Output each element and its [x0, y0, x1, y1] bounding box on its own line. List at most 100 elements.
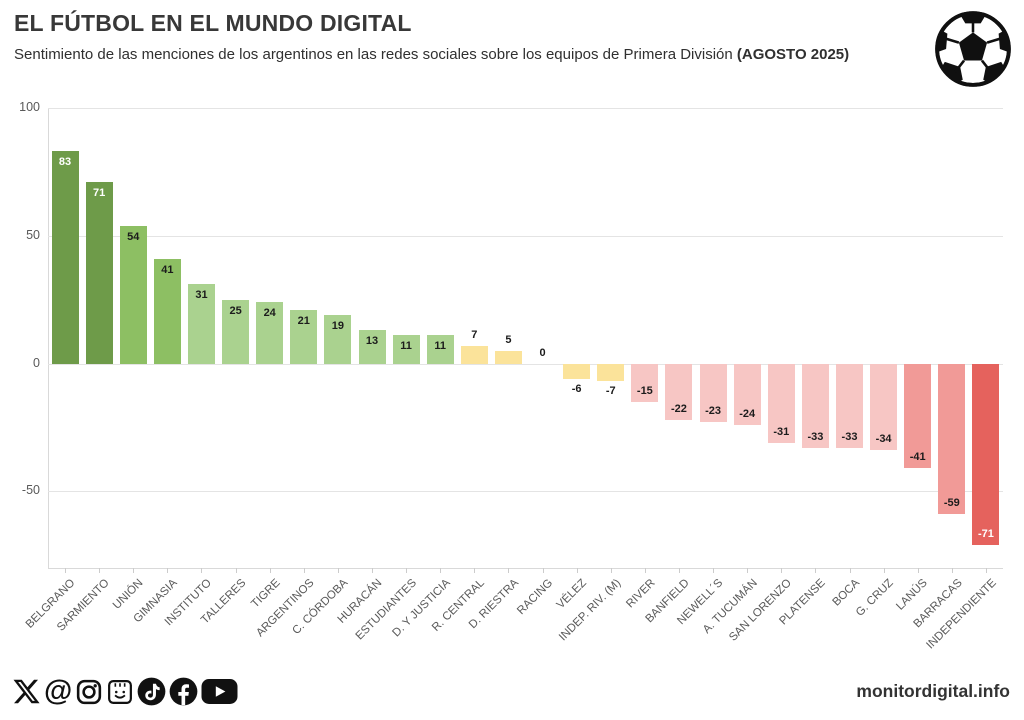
- bar-value-label: -24: [739, 407, 756, 420]
- x-tick: [303, 568, 305, 573]
- bar-r-central: [460, 345, 488, 364]
- page-subtitle: Sentimiento de las menciones de los arge…: [14, 46, 914, 63]
- bar-value-label: -22: [671, 402, 687, 415]
- x-tick: [440, 568, 442, 573]
- x-tick: [781, 568, 783, 573]
- x-tick: [644, 568, 646, 573]
- soccer-ball-icon: [935, 11, 1011, 87]
- x-axis-line: [48, 568, 1003, 569]
- bar-c-c-rdoba: [324, 315, 352, 364]
- bar-value-label: -31: [773, 425, 790, 438]
- smiley-box-icon: [108, 679, 133, 704]
- bar-sarmiento: [85, 182, 113, 364]
- bar-value-label: 7: [471, 328, 478, 341]
- bar-argentinos: [290, 309, 318, 364]
- bar-value-label: 5: [505, 333, 512, 346]
- gridline-0: [48, 363, 1003, 365]
- bar-value-label: -71: [977, 528, 994, 540]
- bar-value-label: 24: [263, 307, 276, 320]
- x-axis-label: ESTUDIANTES: [353, 577, 419, 643]
- subtitle-date: (AGOSTO 2025): [736, 46, 850, 63]
- x-tick: [133, 568, 135, 573]
- y-axis-line: [48, 108, 49, 568]
- x-tick: [508, 568, 510, 573]
- bar-san-lorenzo: [767, 363, 795, 443]
- bar-barracas: [938, 363, 966, 515]
- instagram-icon: [77, 679, 102, 704]
- x-axis-label: RACING: [514, 577, 556, 618]
- bar-value-label: -23: [705, 405, 722, 418]
- bar-gimnasia: [153, 258, 181, 364]
- x-tick: [542, 568, 544, 573]
- subtitle-text: Sentimiento de las menciones de los arge…: [14, 46, 737, 63]
- youtube-icon: [201, 679, 238, 704]
- bar-value-label: 41: [161, 263, 174, 276]
- x-tick: [337, 568, 339, 573]
- bar-lan-s: [904, 363, 932, 469]
- gridline-100: [48, 108, 1003, 109]
- header: EL FÚTBOL EN EL MUNDO DIGITAL Sentimient…: [14, 10, 914, 63]
- x-tick: [849, 568, 851, 573]
- bar-value-label: -6: [571, 382, 582, 395]
- facebook-icon: [169, 677, 198, 706]
- bar-independiente: [972, 363, 1000, 545]
- bar-value-label: 21: [297, 314, 310, 327]
- bar-value-label: -59: [943, 497, 960, 510]
- bar-platense: [801, 363, 829, 448]
- bar-value-label: -33: [807, 430, 824, 443]
- x-tick: [269, 568, 271, 573]
- social-icons: @: [12, 674, 238, 707]
- bar-value-label: -33: [841, 430, 858, 443]
- bar-indep-riv-m-: [597, 363, 625, 382]
- x-tick: [235, 568, 237, 573]
- x-axis-label: RIVER: [624, 577, 658, 611]
- threads-icon: @: [44, 674, 73, 707]
- bar-d-riestra: [494, 350, 522, 364]
- bar-a-tucum-n: [733, 363, 761, 425]
- bar-boca: [836, 363, 864, 448]
- bar-d-y-justicia: [426, 335, 454, 364]
- x-tick: [747, 568, 749, 573]
- page-title: EL FÚTBOL EN EL MUNDO DIGITAL: [14, 10, 412, 36]
- x-tick: [576, 568, 578, 573]
- y-tick-label: 50: [26, 227, 40, 242]
- x-tick: [713, 568, 715, 573]
- y-tick-label: 0: [33, 355, 40, 370]
- bar-value-label: 83: [58, 156, 72, 169]
- plot-area: 83 71 54 41 31 25 24 21 19 13 11 11 7 5 0 -6 -7 -15 -22 -23…: [48, 108, 1003, 569]
- gridline--50: [48, 491, 1003, 493]
- x-tick: [167, 568, 169, 573]
- bar-tigre: [256, 302, 284, 364]
- bar-banfield: [665, 363, 693, 420]
- x-tick: [678, 568, 680, 573]
- bar-value-label: -41: [909, 451, 926, 464]
- x-axis-label: TIGRE: [248, 577, 283, 611]
- x-axis-label: INDEP. RIV. (M): [556, 577, 624, 644]
- x-tick: [372, 568, 374, 573]
- gridline-50: [48, 235, 1003, 237]
- bar-uni-n: [119, 225, 147, 364]
- x-tick: [917, 568, 919, 573]
- bar-value-label: 13: [365, 335, 379, 348]
- x-tick: [65, 568, 67, 573]
- x-tick: [985, 568, 987, 573]
- bar-value-label: 71: [93, 187, 106, 200]
- y-tick-label: 100: [19, 100, 40, 114]
- bar-value-label: -15: [636, 384, 653, 397]
- bar-value-label: 19: [331, 320, 345, 332]
- bar-talleres: [222, 299, 250, 364]
- bar-belgrano: [51, 151, 79, 364]
- tiktok-icon: [137, 677, 166, 706]
- bar-instituto: [187, 284, 215, 364]
- bar-g-cruz: [870, 363, 898, 451]
- x-axis-label: BOCA: [830, 577, 863, 609]
- bar-value-label: -7: [605, 385, 616, 398]
- x-tick: [951, 568, 953, 573]
- x-icon: [13, 679, 40, 704]
- bar-value-label: 25: [229, 304, 242, 317]
- footer: @ monitordigital.info: [0, 668, 1024, 720]
- bar-value-label: -34: [875, 433, 892, 446]
- x-tick: [406, 568, 408, 573]
- y-tick-label: -50: [21, 483, 40, 498]
- sentiment-bar-chart: 100 50 0 -50 83 71 54 41 31 25 24 21 19 13 11 11 7 5 0 -6-…: [19, 100, 1003, 651]
